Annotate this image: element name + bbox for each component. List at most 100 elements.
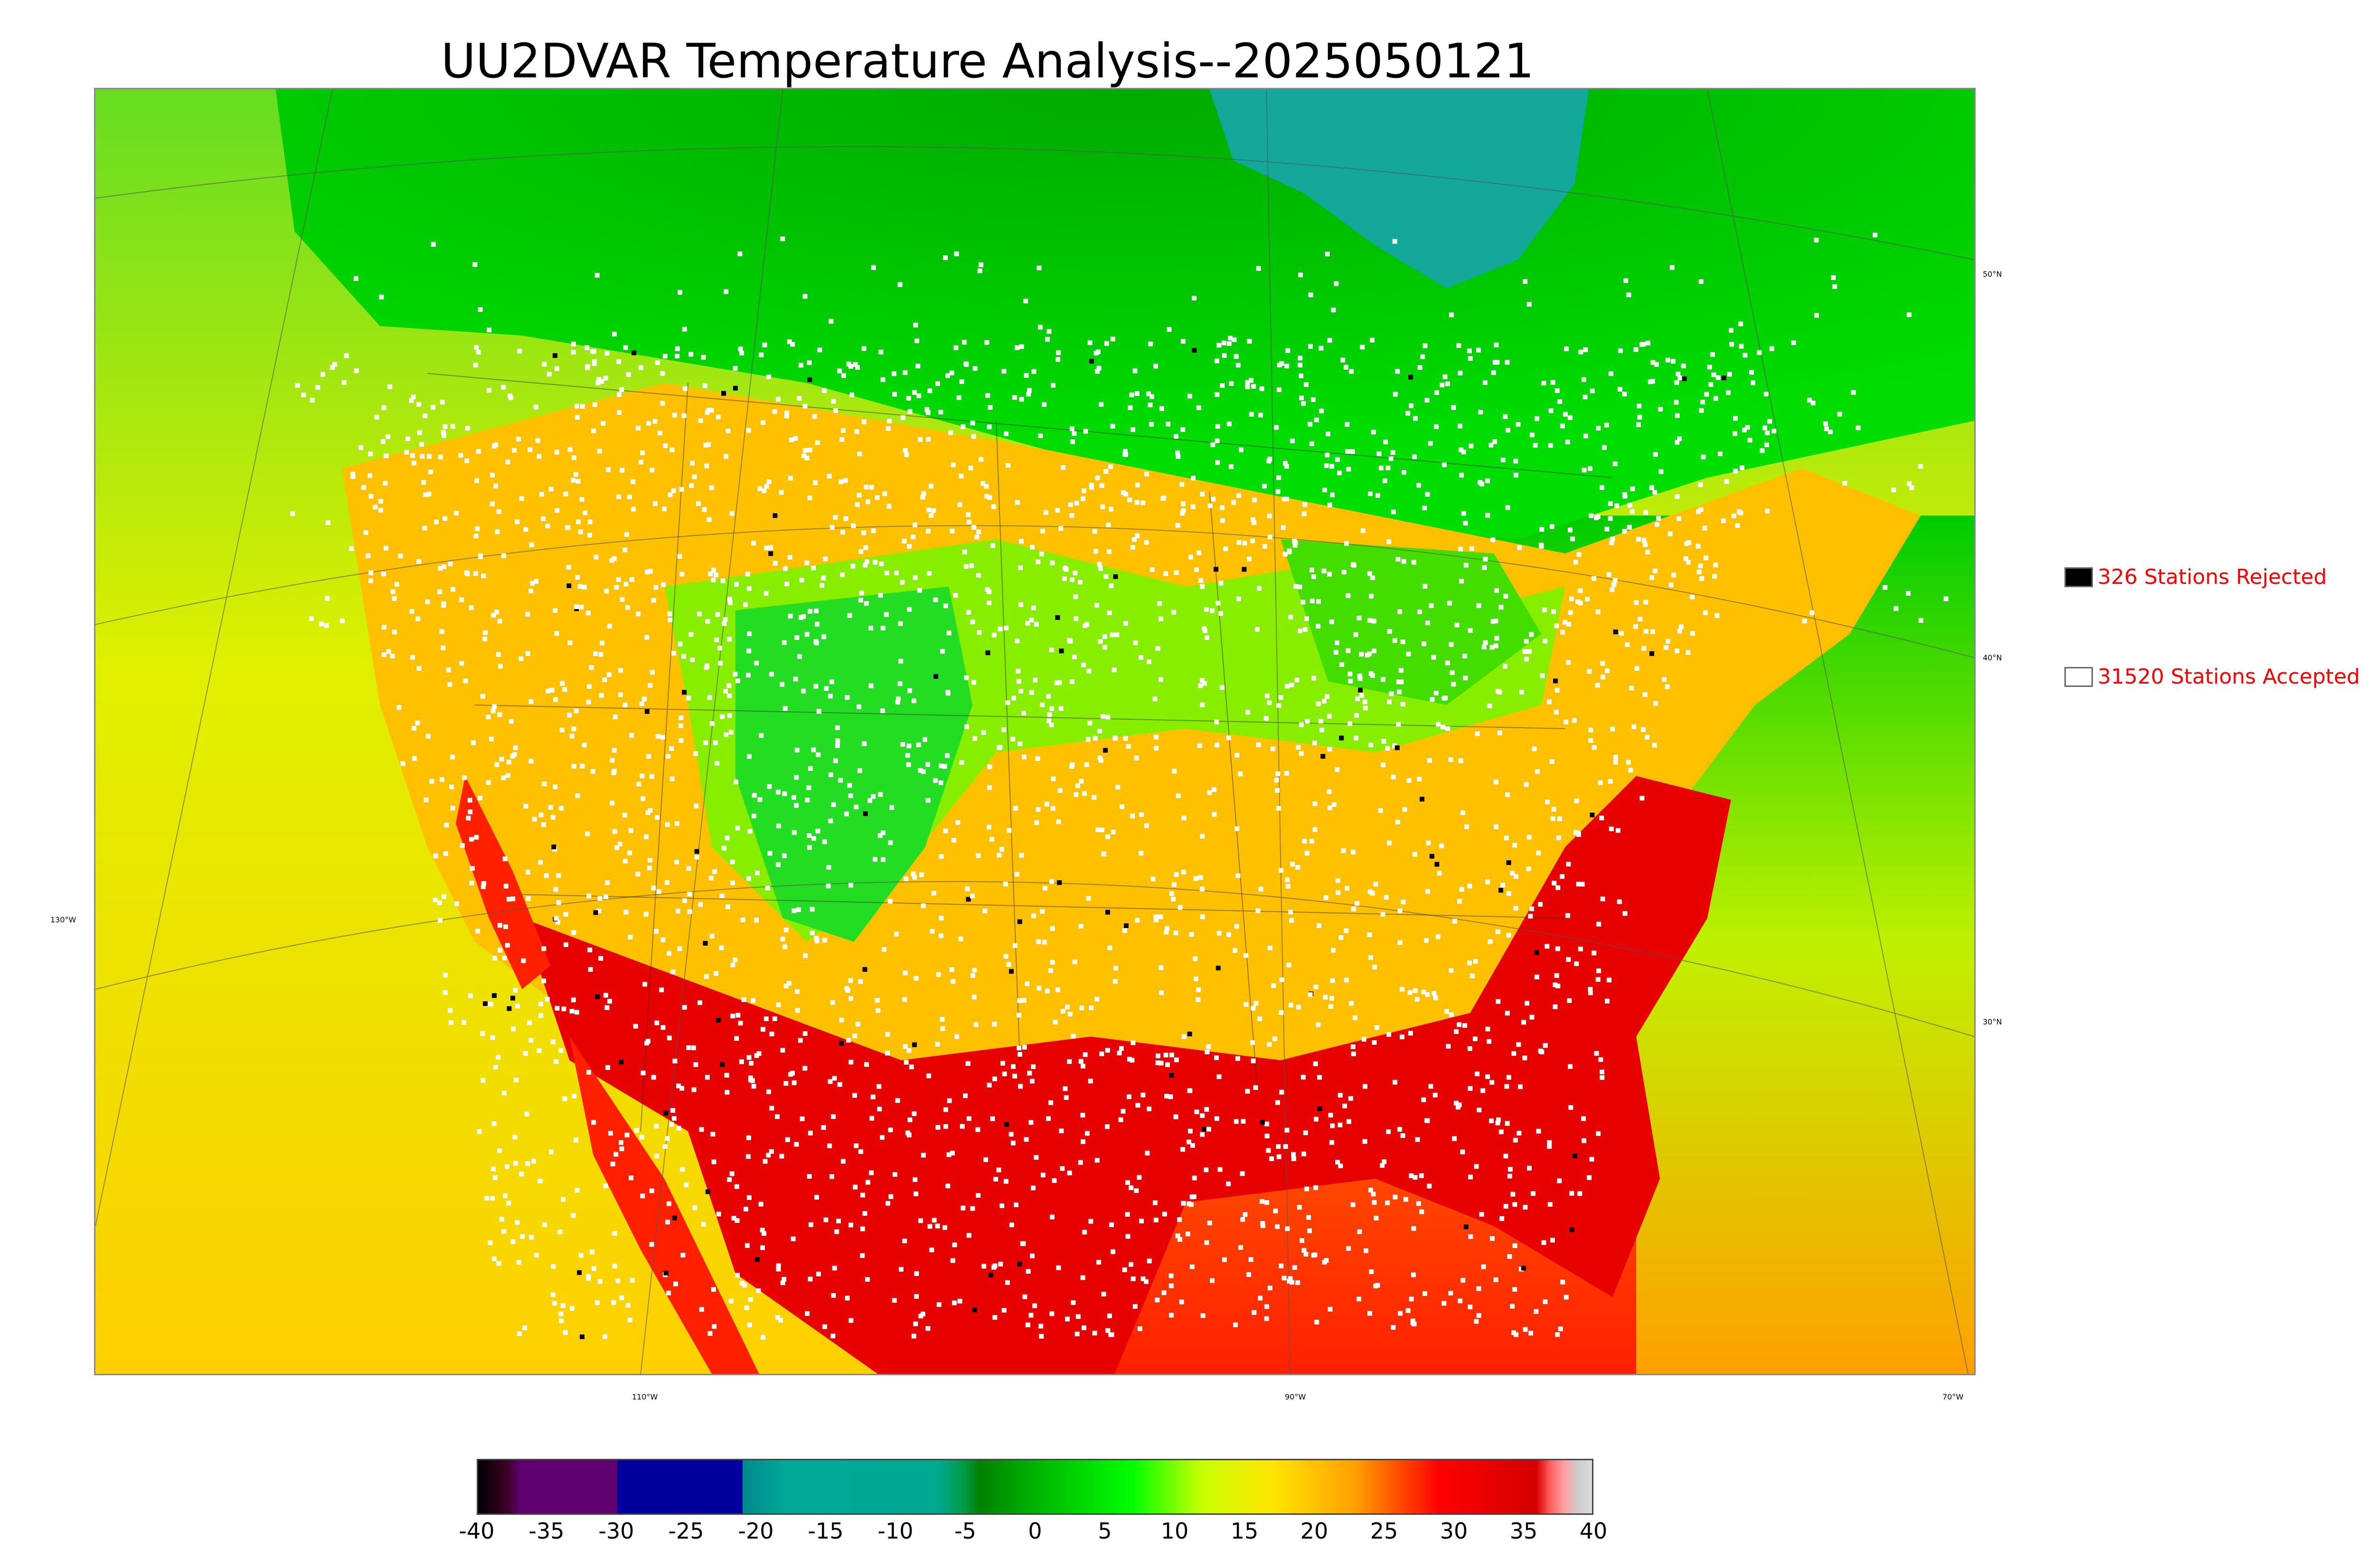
station-marker: [556, 900, 561, 905]
station-marker: [480, 694, 485, 699]
station-marker: [590, 769, 595, 774]
station-marker: [1467, 1046, 1472, 1051]
station-marker: [1281, 497, 1287, 502]
station-marker: [1322, 488, 1327, 493]
station-marker: [1535, 769, 1540, 774]
station-marker: [665, 1136, 670, 1141]
station-marker: [1553, 678, 1558, 684]
temperature-map[interactable]: 50°N 40°N 30°N 130°W 110°W 90°W 70°W: [50, 88, 2002, 1401]
station-marker: [1299, 751, 1304, 756]
station-marker: [1046, 329, 1052, 334]
station-marker: [1461, 511, 1466, 516]
station-marker: [383, 480, 388, 486]
station-marker: [542, 362, 547, 367]
station-marker: [489, 736, 494, 742]
station-marker: [1596, 425, 1601, 431]
station-marker: [1325, 252, 1330, 257]
station-marker: [443, 516, 448, 521]
station-marker: [1395, 819, 1400, 825]
station-marker: [1144, 1279, 1149, 1284]
station-marker: [1555, 946, 1560, 951]
station-marker: [1476, 347, 1481, 353]
station-marker: [754, 1053, 759, 1058]
station-marker: [921, 1153, 926, 1158]
station-marker: [1006, 463, 1011, 468]
station-marker: [763, 1159, 768, 1164]
station-marker: [1248, 1257, 1253, 1262]
station-marker: [674, 860, 679, 864]
station-marker: [966, 1116, 971, 1121]
station-marker: [1135, 533, 1140, 538]
station-marker: [410, 655, 415, 660]
station-marker: [705, 619, 710, 624]
station-marker: [1543, 638, 1548, 644]
station-marker: [1083, 1052, 1088, 1057]
station-marker: [876, 1084, 882, 1089]
station-marker: [1279, 361, 1284, 366]
station-marker: [1220, 505, 1225, 510]
station-marker: [829, 1174, 834, 1179]
station-marker: [857, 768, 862, 773]
station-marker: [1089, 485, 1094, 490]
station-marker: [603, 1183, 608, 1189]
station-marker: [578, 529, 583, 535]
station-marker: [433, 897, 438, 902]
station-marker: [1475, 1071, 1480, 1077]
station-marker: [1543, 1043, 1548, 1048]
station-marker: [1171, 610, 1177, 615]
station-marker: [1725, 390, 1731, 395]
station-marker: [378, 498, 383, 504]
station-marker: [1070, 762, 1075, 767]
station-marker: [1431, 655, 1436, 660]
station-marker: [1613, 760, 1618, 765]
station-marker: [1254, 627, 1260, 632]
station-marker: [1599, 816, 1604, 821]
station-marker: [855, 1022, 860, 1027]
station-marker: [684, 1182, 689, 1187]
station-marker: [1264, 1200, 1270, 1205]
station-marker: [1216, 343, 1222, 348]
station-marker: [657, 431, 662, 436]
station-marker: [1073, 594, 1078, 599]
station-marker: [524, 1111, 529, 1117]
colorbar-tick: 0: [1028, 1518, 1042, 1544]
station-marker: [425, 599, 430, 604]
station-marker: [584, 365, 590, 370]
station-marker: [1030, 545, 1035, 550]
station-marker: [387, 384, 393, 389]
station-marker: [1575, 599, 1580, 604]
station-marker: [1524, 638, 1529, 644]
station-marker: [1506, 1075, 1511, 1080]
station-marker: [1627, 525, 1632, 530]
station-marker: [1177, 1237, 1182, 1242]
station-marker: [1749, 370, 1754, 375]
station-marker: [1504, 836, 1509, 841]
station-marker: [1675, 494, 1680, 499]
station-marker: [1276, 703, 1281, 708]
station-marker: [1395, 557, 1401, 562]
station-marker: [1164, 926, 1169, 931]
station-marker: [1026, 1269, 1031, 1274]
station-marker: [1445, 726, 1451, 731]
station-marker: [528, 447, 533, 452]
station-marker: [976, 529, 981, 535]
station-marker: [1612, 461, 1618, 467]
colorbar-tick: 5: [1098, 1518, 1112, 1544]
station-marker: [1149, 422, 1154, 427]
station-marker: [1488, 442, 1494, 448]
station-marker: [1161, 1290, 1167, 1296]
station-marker: [1107, 1313, 1112, 1318]
station-marker: [725, 904, 730, 910]
station-marker: [949, 967, 954, 972]
station-marker: [1500, 883, 1505, 888]
station-marker: [835, 725, 840, 731]
station-marker: [980, 481, 986, 486]
station-marker: [1191, 475, 1196, 480]
station-marker: [940, 1017, 945, 1022]
station-marker: [817, 347, 822, 353]
station-marker: [1557, 399, 1563, 404]
station-marker: [1245, 710, 1250, 715]
station-marker: [1708, 382, 1714, 387]
station-marker: [1346, 593, 1351, 598]
station-marker: [1637, 404, 1642, 409]
